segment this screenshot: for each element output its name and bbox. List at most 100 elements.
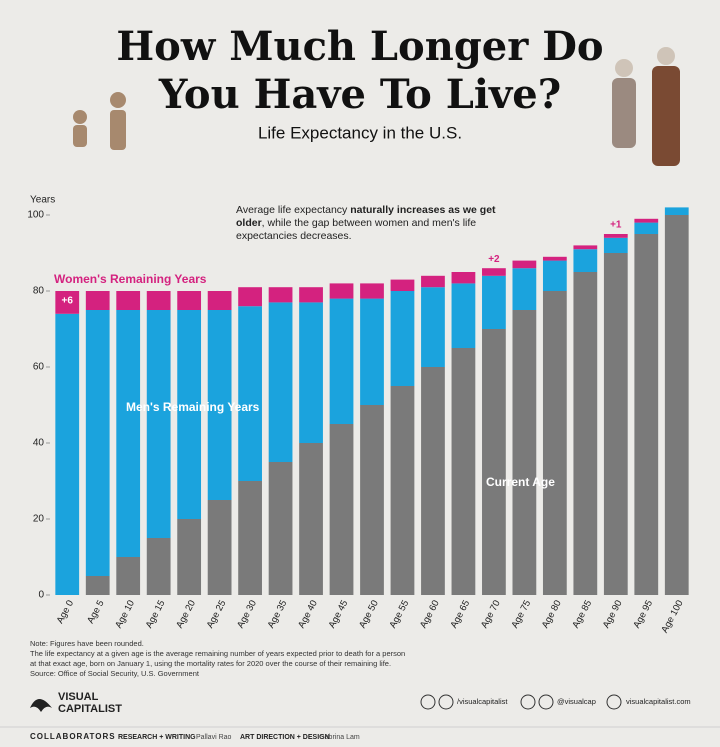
x-tick-label: Age 60: [418, 598, 442, 630]
bar-segment: [116, 291, 141, 310]
x-tick-label: Age 75: [509, 598, 533, 630]
bar-segment: [207, 291, 232, 310]
x-tick-label: Age 100: [659, 598, 685, 634]
bar-segment: [116, 310, 141, 557]
annotation-text: Average life expectancy: [236, 204, 351, 216]
bar-segment: [360, 298, 384, 405]
bar-segment: [207, 310, 232, 500]
bar-segment: [238, 481, 262, 595]
x-tick-label: Age 65: [448, 598, 472, 630]
chart-title: You Have To Live?: [158, 71, 561, 118]
y-tick-label: 20: [33, 514, 45, 525]
annotation-text: , while the gap between women and men's …: [236, 217, 477, 242]
bar-segment: [421, 287, 445, 367]
note: Note: Figures have been rounded.: [30, 639, 144, 648]
x-tick-label: Age 95: [631, 598, 655, 630]
bar-segment: [482, 268, 506, 276]
icon: [538, 694, 554, 710]
y-tick-label: 0: [38, 590, 44, 601]
annotation-text: naturally increases as we get older: [236, 204, 496, 229]
bar-segment: [603, 237, 628, 253]
bar-segment: [146, 310, 171, 538]
social-link[interactable]: /visualcapitalist: [457, 697, 508, 706]
figures: [73, 47, 680, 166]
chart-title: How Much Longer Do: [116, 23, 603, 70]
bar-segment: [299, 302, 323, 443]
bar-segment: [664, 215, 689, 595]
collaborators: COLLABORATORS: [30, 732, 116, 741]
bar-segment: [664, 207, 689, 215]
bar-segment: [360, 283, 384, 299]
y-tick-label: 60: [33, 362, 45, 373]
bar-segment: [573, 249, 598, 272]
brand: VISUAL: [58, 691, 99, 703]
social-link[interactable]: @visualcap: [557, 697, 596, 706]
bar-segment: [421, 275, 445, 288]
x-tick-label: Age 55: [387, 598, 411, 630]
icon: [606, 694, 622, 710]
x-tick-label: Age 20: [174, 598, 198, 630]
bar-segment: [390, 291, 415, 386]
x-tick-label: Age 15: [144, 598, 168, 630]
bar-segment: [146, 291, 171, 310]
bar-segment: [634, 222, 659, 234]
bar-segment: [55, 313, 80, 595]
bar-segment: [634, 234, 659, 595]
x-tick-label: Age 70: [479, 598, 503, 630]
bar-segment: [329, 283, 354, 299]
credit-role: RESEARCH + WRITING: [118, 734, 196, 741]
icon: [420, 694, 436, 710]
bar-segment: [299, 443, 323, 595]
bar-segment: [542, 256, 567, 261]
bar-segment: [238, 287, 262, 307]
bar-segment: [451, 348, 476, 595]
icon: [438, 694, 454, 710]
x-tick-label: Age 85: [570, 598, 594, 630]
y-tick-label: 40: [33, 438, 45, 449]
x-tick-label: Age 5: [85, 598, 106, 625]
bar-segment: [177, 291, 202, 310]
value-label: +1: [610, 220, 622, 231]
bar-segment: [512, 310, 537, 595]
bar-segment: [482, 329, 506, 595]
x-tick-label: Age 80: [540, 598, 564, 630]
bar-segment: [482, 275, 506, 329]
x-tick-label: Age 0: [55, 598, 76, 625]
icon: [520, 694, 536, 710]
bar-segment: [512, 268, 537, 310]
bar-segment: [329, 298, 354, 424]
bar-segment: [207, 500, 232, 595]
bar-segment: [268, 302, 293, 462]
bar-segment: [542, 291, 567, 595]
x-tick-label: Age 10: [113, 598, 137, 630]
bar-segment: [360, 405, 384, 595]
bar-segment: [85, 310, 110, 576]
x-tick-label: Age 35: [266, 598, 290, 630]
bar-segment: [634, 218, 659, 223]
bar-segment: [542, 260, 567, 291]
bar-segment: [451, 283, 476, 348]
bar-segment: [55, 291, 80, 314]
note: Source: Office of Social Security, U.S. …: [30, 669, 200, 678]
bar-segment: [390, 279, 415, 291]
x-tick-label: Age 90: [601, 598, 625, 630]
bar-segment: [177, 519, 202, 595]
annotation: Average life expectancy naturally increa…: [236, 204, 496, 243]
bar-segment: [268, 462, 293, 595]
y-tick-label: 80: [33, 286, 45, 297]
bar-segment: [573, 245, 598, 250]
y-tick-label: 100: [27, 210, 44, 221]
x-tick-label: Age 50: [357, 598, 381, 630]
x-tick-label: Age 30: [235, 598, 259, 630]
bar-segment: [451, 272, 476, 284]
bar-segment: [146, 538, 171, 595]
x-tick-label: Age 40: [296, 598, 320, 630]
brand-logo: [30, 699, 52, 712]
social-link[interactable]: visualcapitalist.com: [626, 697, 691, 706]
chart-subtitle: Life Expectancy in the U.S.: [258, 123, 462, 142]
x-tick-label: Age 45: [327, 598, 351, 630]
bar-segment: [85, 576, 110, 595]
bar-segment: [177, 310, 202, 519]
